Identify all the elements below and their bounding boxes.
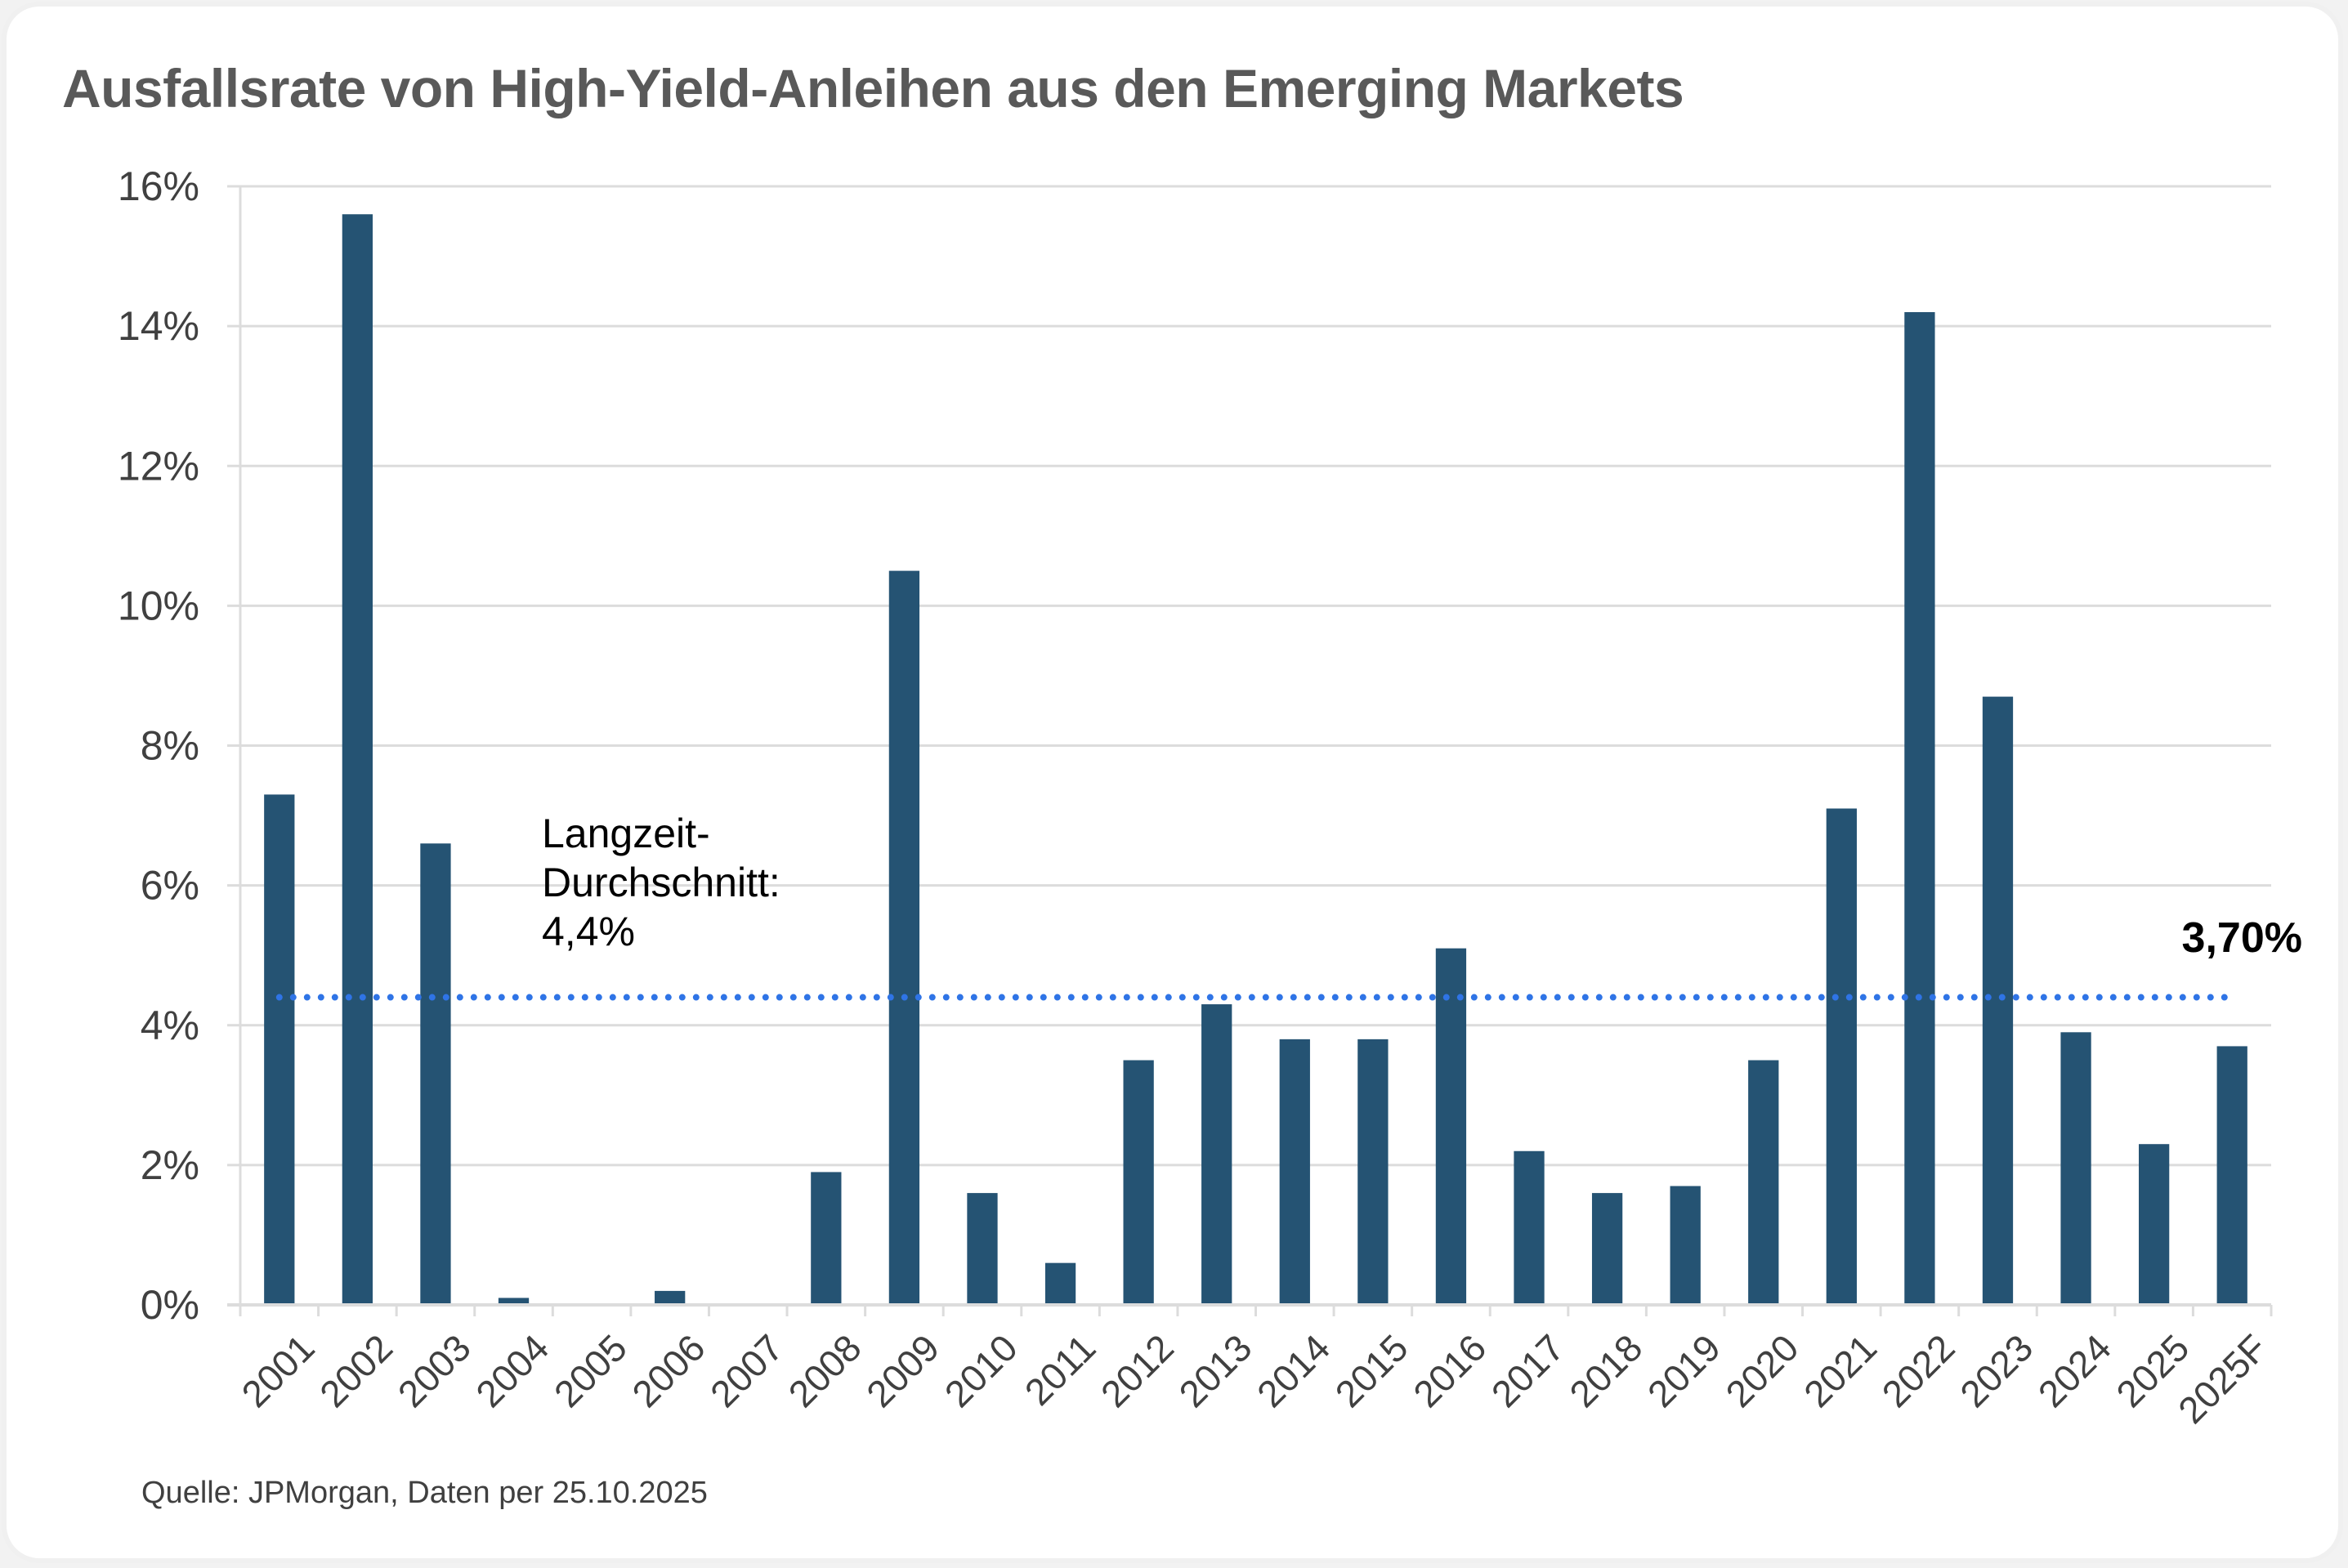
forecast-value-label: 3,70% [2182,914,2302,962]
bars [264,214,2247,1306]
bar-2009 [888,570,920,1305]
bar-2002 [342,214,373,1306]
source-note: Quelle: JPMorgan, Daten per 25.10.2025 [141,1476,708,1510]
x-tick-label: 2009 [858,1326,947,1415]
x-tick-label: 2001 [233,1326,322,1415]
y-tick-label: 16% [118,163,199,209]
average-label-line: Durchschnitt: [542,860,780,905]
bar-2013 [1201,1004,1232,1305]
x-axis: 2001200220032004200520062007200820092010… [227,1303,2275,1432]
x-tick-label: 2021 [1796,1326,1885,1415]
bar-2016 [1435,948,1467,1305]
bar-2006 [655,1290,686,1305]
x-tick-label: 2017 [1483,1326,1572,1415]
average-label-line: Langzeit- [542,811,710,856]
bar-2010 [967,1193,998,1305]
chart-card [7,7,2338,1558]
bar-2020 [1748,1060,1779,1305]
bar-2008 [811,1172,842,1305]
x-tick-label: 2023 [1952,1326,2041,1415]
x-tick-label: 2025F [2170,1326,2275,1432]
y-tick-label: 2% [141,1142,199,1188]
x-tick-label: 2005 [546,1326,635,1415]
bar-2018 [1591,1193,1623,1305]
x-tick-label: 2018 [1561,1326,1650,1415]
gridlines [227,185,2271,1307]
bar-2022 [1904,312,1935,1306]
x-tick-label: 2016 [1405,1326,1494,1415]
x-tick-label: 2010 [937,1326,1026,1415]
x-tick-label: 2020 [1717,1326,1806,1415]
bar-2012 [1123,1060,1154,1305]
y-tick-label: 4% [141,1003,199,1048]
bar-2025F [2216,1046,2247,1305]
x-tick-label: 2002 [311,1326,400,1415]
y-tick-label: 14% [118,303,199,349]
x-tick-label: 2013 [1170,1326,1259,1415]
y-tick-label: 6% [141,863,199,909]
bar-2025 [2138,1144,2170,1305]
annotations: Langzeit-Durchschnitt:4,4% 3,70% [542,811,2302,962]
bar-2019 [1670,1186,1701,1305]
chart-title: Ausfallsrate von High-Yield-Anleihen aus… [62,58,1684,118]
x-tick-label: 2007 [702,1326,791,1415]
bar-2015 [1357,1039,1389,1305]
average-label-line: 4,4% [542,909,635,954]
bar-2024 [2060,1032,2091,1305]
x-tick-label: 2022 [1874,1326,1963,1415]
bar-2014 [1279,1039,1310,1305]
bar-2004 [498,1298,530,1305]
bar-2017 [1514,1150,1545,1305]
x-tick-label: 2015 [1327,1326,1416,1415]
bar-2011 [1044,1262,1076,1305]
y-tick-label: 0% [141,1282,199,1328]
x-tick-label: 2008 [780,1326,870,1415]
x-tick-label: 2006 [624,1326,713,1415]
bar-2021 [1826,808,1857,1305]
x-tick-label: 2024 [2030,1326,2119,1415]
x-tick-label: 2012 [1093,1326,1182,1415]
y-tick-label: 8% [141,723,199,769]
bar-2023 [1982,696,2014,1305]
y-tick-label: 12% [118,443,199,489]
x-tick-label: 2011 [1017,1326,1104,1414]
y-axis: 0% 2% 4% 6% 8% 10% 12% 14% 16% [118,163,242,1328]
bar-2001 [264,794,295,1305]
x-tick-label: 2019 [1639,1326,1729,1415]
x-tick-label: 2014 [1249,1326,1338,1415]
x-tick-label: 2004 [467,1326,557,1415]
x-tick-label: 2003 [390,1326,479,1415]
y-tick-label: 10% [118,583,199,628]
bar-2003 [420,843,451,1305]
